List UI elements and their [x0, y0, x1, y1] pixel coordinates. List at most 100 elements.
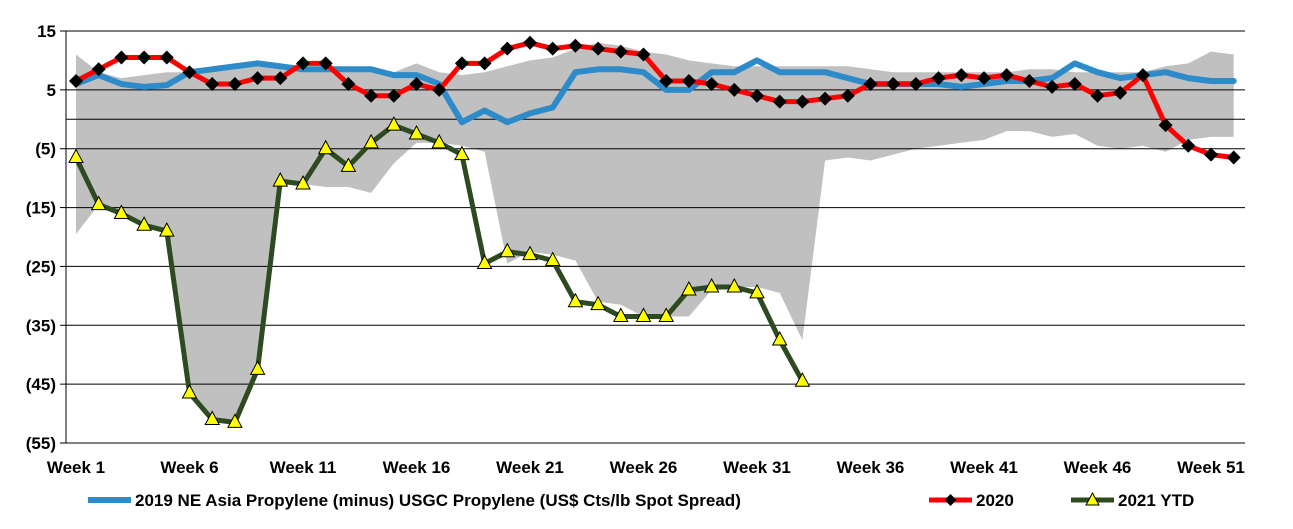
- x-tick-label: Week 31: [723, 458, 791, 477]
- data-point: [613, 44, 628, 59]
- data-point: [612, 307, 629, 322]
- data-point: [408, 124, 425, 140]
- y-tick-label: 5: [47, 81, 56, 100]
- data-point: [659, 74, 674, 89]
- data-point: [409, 76, 424, 91]
- data-point: [476, 254, 493, 269]
- data-point: [500, 41, 515, 56]
- data-point: [908, 76, 923, 91]
- data-point: [295, 174, 311, 190]
- data-point: [523, 35, 537, 50]
- y-tick-label: (5): [35, 140, 56, 159]
- data-point: [886, 76, 901, 91]
- data-point: [636, 47, 651, 62]
- data-point: [318, 56, 333, 71]
- x-tick-label: Week 51: [1177, 458, 1245, 477]
- legend: 2019 NE Asia Propylene (minus) USGC Prop…: [88, 491, 1194, 510]
- y-tick-label: (25): [26, 257, 56, 276]
- data-point: [227, 76, 242, 91]
- series-layer: [68, 35, 1241, 428]
- data-point: [249, 360, 266, 375]
- data-point: [363, 133, 379, 149]
- data-point: [137, 50, 152, 65]
- x-tick-label: Week 1: [47, 458, 105, 477]
- legend-marker-2020: [944, 494, 957, 506]
- data-point: [386, 88, 401, 103]
- data-point: [113, 204, 130, 219]
- y-tick-label: (55): [26, 434, 56, 453]
- y-tick-label: 15: [37, 22, 56, 41]
- data-point: [340, 157, 357, 172]
- series-2: [68, 116, 811, 428]
- x-tick-labels: Week 1 Week 6 Week 11 Week 16 Week 21 Week 26…: [47, 458, 1245, 477]
- x-tick-label: Week 36: [837, 458, 905, 477]
- data-point: [591, 41, 606, 56]
- data-point: [977, 71, 991, 86]
- data-point: [681, 280, 697, 296]
- data-point: [568, 38, 583, 53]
- series-line: [73, 57, 1237, 126]
- data-point: [136, 216, 152, 231]
- data-point: [90, 195, 107, 211]
- data-point: [499, 242, 516, 258]
- data-point: [432, 82, 447, 97]
- data-point: [317, 139, 334, 155]
- data-point: [999, 68, 1014, 83]
- data-point: [181, 383, 198, 399]
- legend-label-2019: 2019 NE Asia Propylene (minus) USGC Prop…: [135, 491, 741, 510]
- range-band-layer: [76, 42, 1234, 423]
- data-point: [454, 56, 469, 71]
- data-point: [544, 251, 561, 267]
- data-point: [1022, 74, 1037, 89]
- x-tick-label: Week 16: [383, 458, 451, 477]
- x-tick-label: Week 6: [160, 458, 218, 477]
- data-point: [159, 50, 174, 65]
- legend-item-2020: 2020: [929, 491, 1014, 510]
- series-line: [73, 40, 1237, 160]
- data-point: [182, 65, 197, 80]
- legend-label-2020: 2020: [976, 491, 1014, 510]
- data-point: [703, 277, 720, 293]
- data-point: [658, 307, 675, 322]
- y-tick-label: (35): [26, 316, 56, 335]
- data-point: [545, 41, 560, 56]
- x-tick-label: Week 11: [270, 458, 337, 477]
- x-tick-label: Week 21: [496, 458, 564, 477]
- legend-marker-2021: [1085, 491, 1100, 506]
- data-point: [1045, 79, 1060, 94]
- data-point: [431, 133, 448, 149]
- y-tick-labels: 15 5 (5) (15) (25) (35) (45) (55): [26, 22, 56, 453]
- data-point: [567, 292, 584, 308]
- data-point: [818, 91, 833, 106]
- data-point: [726, 277, 743, 293]
- data-point: [704, 76, 719, 91]
- data-point: [477, 56, 492, 71]
- data-point: [273, 71, 288, 86]
- data-point: [250, 71, 265, 86]
- x-tick-label: Week 26: [610, 458, 678, 477]
- data-point: [69, 74, 83, 89]
- data-point: [840, 88, 855, 103]
- y-tick-label: (15): [26, 199, 56, 218]
- data-point: [954, 68, 969, 83]
- data-point: [681, 74, 696, 89]
- data-point: [204, 410, 221, 425]
- data-point: [296, 56, 310, 71]
- series-0: [73, 57, 1237, 126]
- legend-item-2021: 2021 YTD: [1071, 491, 1194, 510]
- data-point: [385, 116, 402, 131]
- data-point: [1113, 85, 1128, 100]
- data-point: [114, 50, 129, 65]
- data-point: [272, 172, 289, 187]
- data-point: [749, 283, 765, 299]
- data-point: [364, 88, 379, 103]
- legend-item-2019: 2019 NE Asia Propylene (minus) USGC Prop…: [88, 491, 741, 510]
- y-tick-label: (45): [26, 375, 56, 394]
- data-point: [1181, 138, 1196, 153]
- axes: [65, 31, 1245, 443]
- data-point: [863, 76, 878, 91]
- series-1: [69, 35, 1241, 165]
- data-point: [522, 245, 538, 261]
- x-tick-label: Week 46: [1064, 458, 1132, 477]
